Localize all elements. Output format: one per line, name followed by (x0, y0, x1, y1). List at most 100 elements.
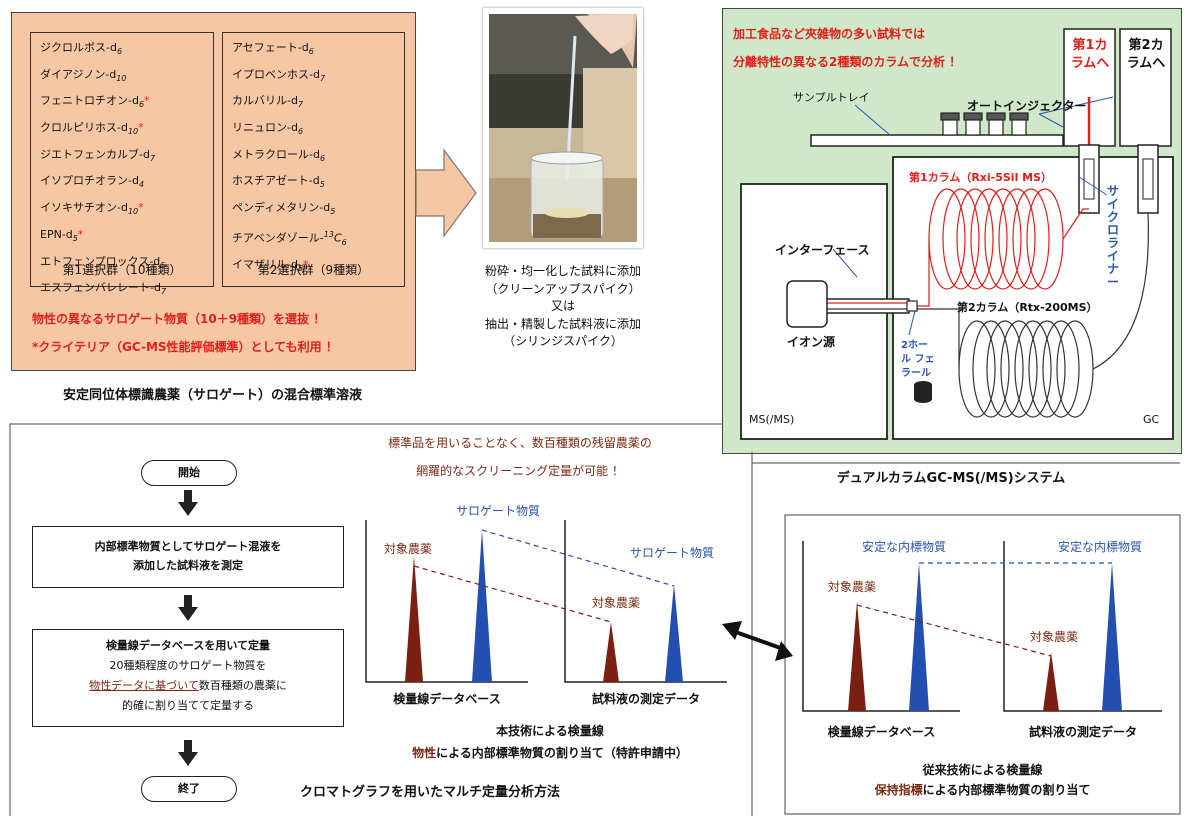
spike-line-3: 又は (550, 299, 575, 313)
group1-item: エトフェンプロックス-d5 (40, 254, 166, 270)
flow-step-2: 検量線データベースを用いて定量 20種類程度のサロゲート物質を 物性データに基づ… (32, 629, 344, 727)
group2-item: イマザリル-d5* (232, 258, 309, 274)
group1-item: クロルピリホス-d10* (40, 121, 144, 137)
gcms-headline-2: 分離特性の異なる2種類のカラムで分析 ！ (733, 55, 962, 69)
criteria-note: *クライテリア（GC-MS性能評価標準）としても利用 ！ (32, 340, 338, 354)
flow-step-2-line-2-rest: 数百種類の農薬に (198, 679, 287, 692)
old-target-label-2: 対象農薬 (1030, 630, 1079, 644)
old-axis-label-1: 検量線データベース (827, 725, 936, 739)
new-axis-label-2: 試料液の測定データ (591, 692, 700, 706)
dual-column-gcms-panel: 加工食品など夾雑物の多い試料では 分離特性の異なる2種類のカラムで分析 ！ 第1… (722, 8, 1182, 454)
old-method-emphasis: 保持指標 (874, 783, 923, 797)
column2-tower-label: 第2カラムへ (1126, 38, 1166, 71)
spike-line-4: 抽出・精製した試料液に添加 (484, 316, 641, 331)
old-chart2-is-peak (1102, 563, 1122, 711)
flow-step-2-line-3: 的確に割り当てて定量する (122, 699, 254, 712)
group1-item: EPN-d5* (40, 227, 84, 243)
new-chart1-target-peak (405, 556, 423, 682)
gc-label: GC (1143, 413, 1160, 426)
spike-line-1: 粉砕・均一化した試料に添加 (484, 264, 641, 278)
new-chart2-target-peak (603, 622, 619, 682)
surrogate-mix-caption: 安定同位体標識農薬（サロゲート）の混合標準溶液 (62, 388, 362, 403)
group2-item: アセフェート-d6 (232, 41, 314, 57)
criteria-star-icon: * (77, 227, 84, 241)
criteria-star-icon: * (138, 201, 144, 215)
group2-item: リニュロン-d6 (232, 121, 304, 137)
new-chart2-surrogate-peak (665, 584, 683, 682)
new-chart1-surrogate-peak (472, 530, 492, 682)
criteria-star-icon: * (303, 258, 309, 272)
old-method-caption-2: 保持指標による内部標準物質の割り当て (785, 781, 1180, 798)
old-chart2-target-peak (1043, 652, 1059, 711)
old-chart1-is-peak (909, 563, 929, 711)
group1-box: ジクロルボス-d6 ダイアジノン-d10 フェニトロチオン-d6* クロルピリホス-d… (30, 32, 214, 296)
physical-data-emphasis: 物性データに基づいて (89, 679, 199, 692)
column2-label: 第2カラム（Rtx-200MS） (957, 301, 1098, 314)
spike-line-2: （クリーンアップスパイク） (485, 281, 641, 296)
sample-tray-label: サンプルトレイ (793, 91, 870, 104)
new-target-label-2: 対象農薬 (592, 596, 641, 610)
group1-list: ジクロルボス-d6 ダイアジノン-d10 フェニトロチオン-d6* クロルピリホス-d… (40, 37, 166, 304)
old-target-label-1: 対象農薬 (828, 580, 877, 594)
group2-item: イプロベンホス-d7 (232, 67, 326, 83)
group2-list: アセフェート-d6 イプロベンホス-d7 カルバリル-d7 リニュロン-d6 メトラクロ… (232, 37, 347, 281)
new-method-caption-1: 本技術による検量線 (496, 724, 604, 738)
column1-label: 第1カラム（Rxi-5Sil MS） (909, 171, 1053, 184)
spike-description: 粉砕・均一化した試料に添加 （クリーンアップスパイク） 又は 抽出・精製した試料… (445, 263, 681, 351)
group2-label: 第2選択群（9種類） (257, 263, 370, 277)
gcms-schematic (740, 28, 1174, 440)
group1-item: フェニトロチオン-d6* (40, 94, 150, 110)
old-chart1-axes (802, 541, 960, 712)
group1-item: ダイアジノン-d10 (40, 67, 127, 83)
flow-step-1: 内部標準物質としてサロゲート混液を 添加した試料液を測定 (32, 526, 344, 588)
new-method-headline-1: 標準品を用いることなく、数百種類の残留農薬の (388, 436, 652, 450)
flow-step-2-line-2: 物性データに基づいて数百種類の農薬に (33, 676, 343, 696)
right-arrow-icon (415, 148, 477, 238)
cyclo-liner-label: サイクロライナー (1107, 184, 1120, 289)
group2-item: メトラクロール-d6 (232, 147, 326, 163)
surrogate-mix-panel: ジクロルボス-d6 ダイアジノン-d10 フェニトロチオン-d6* クロルピリホス-d… (11, 12, 416, 371)
gcms-headline-1: 加工食品など夾雑物の多い試料では (733, 27, 926, 41)
ferrule-label: 2ホール フェラール (901, 340, 935, 379)
old-is-label-2: 安定な内標物質 (1058, 540, 1143, 554)
criteria-star-icon: * (138, 121, 144, 135)
spike-line-5: （シリンジスパイク） (503, 334, 623, 348)
old-is-label-1: 安定な内標物質 (862, 540, 947, 554)
new-axis-label-1: 検量線データベース (393, 692, 501, 706)
group1-item: ジエトフェンカルブ-d7 (40, 147, 156, 163)
group2-box: アセフェート-d6 イプロベンホス-d7 カルバリル-d7 リニュロン-d6 メトラクロ… (222, 32, 405, 287)
new-method-caption-2: 物性による内部標準物質の割り当て（特許申請中） (360, 744, 740, 761)
new-surrogate-label-1: サロゲート物質 (456, 504, 541, 518)
new-method-emphasis: 物性 (412, 746, 437, 760)
ion-source-label: イオン源 (787, 335, 836, 349)
group1-label: 第1選択群（10種類） (62, 263, 182, 277)
flow-step-1-line-2: 添加した試料液を測定 (133, 559, 243, 572)
group1-item: イソプロチオラン-d4 (40, 174, 145, 190)
new-method-caption-2-rest: による内部標準物質の割り当て（特許申請中） (436, 746, 688, 760)
group1-item: ジクロルボス-d6 (40, 41, 123, 57)
surrogate-selection-note: 物性の異なるサロゲート物質（10＋9種類）を選抜 ！ (32, 312, 326, 326)
group2-item: ペンディメタリン-d5 (232, 201, 336, 217)
flow-step-2-title: 検量線データベースを用いて定量 (105, 639, 271, 652)
group1-item: エスフェンバレレート-d7 (40, 281, 167, 297)
new-target-label-1: 対象農薬 (384, 542, 433, 556)
column1-tower-label: 第1カラムへ (1070, 38, 1110, 71)
flow-step-2-line-1: 20種類程度のサロゲート物質を (109, 659, 267, 672)
old-chart1-target-peak (848, 601, 866, 711)
old-method-caption-2-rest: による内部標準物質の割り当て (922, 783, 1091, 797)
autoinjector-label: オートインジェクター (967, 99, 1087, 113)
group1-item: イソキサチオン-d10* (40, 201, 144, 217)
old-chart2-axes (1003, 541, 1162, 712)
old-method-caption-1: 従来技術による検量線 (922, 763, 1043, 777)
flow-end: 終了 (141, 776, 237, 802)
new-surrogate-label-2: サロゲート物質 (630, 546, 715, 560)
criteria-star-icon: * (144, 94, 150, 108)
flow-caption: クロマトグラフを用いたマルチ定量分析方法 (300, 785, 561, 800)
flow-step-1-line-1: 内部標準物質としてサロゲート混液を (94, 540, 282, 553)
ms-label: MS(/MS) (749, 413, 795, 426)
interface-label: インターフェース (775, 243, 870, 257)
pipette-photo-image (489, 14, 637, 242)
group2-item: カルバリル-d7 (232, 94, 304, 110)
